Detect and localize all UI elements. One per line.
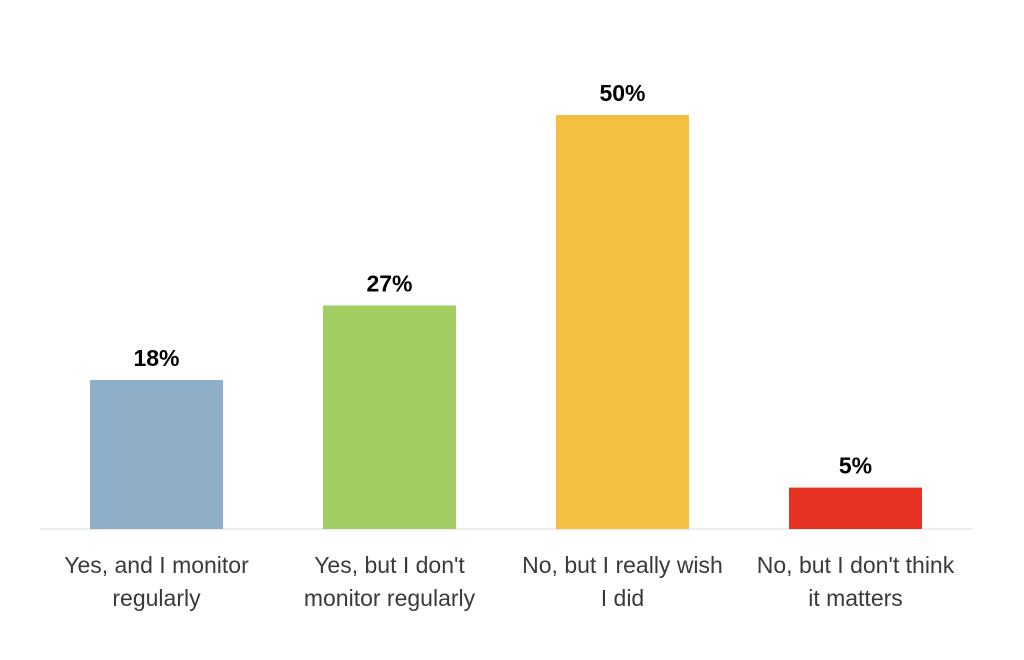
value-label-2: 27% [366, 270, 412, 296]
value-label-1: 18% [133, 345, 179, 371]
category-label-2-line-2: monitor regularly [304, 585, 476, 611]
category-label-3-line-1: No, but I really wish [522, 552, 723, 578]
category-label-3-line-2: I did [601, 585, 644, 611]
bar-1 [90, 379, 223, 529]
category-label-4-line-2: it matters [808, 585, 903, 611]
bar-4 [789, 487, 922, 529]
category-label-4-line-1: No, but I don't think [757, 552, 955, 578]
category-label-1-line-2: regularly [112, 585, 201, 611]
bar-2 [323, 305, 456, 529]
category-label-1-line-1: Yes, and I monitor [64, 552, 249, 578]
bar-3 [556, 115, 689, 529]
category-label-2-line-1: Yes, but I don't [314, 552, 465, 578]
value-label-4: 5% [839, 453, 872, 479]
value-label-3: 50% [599, 80, 645, 106]
